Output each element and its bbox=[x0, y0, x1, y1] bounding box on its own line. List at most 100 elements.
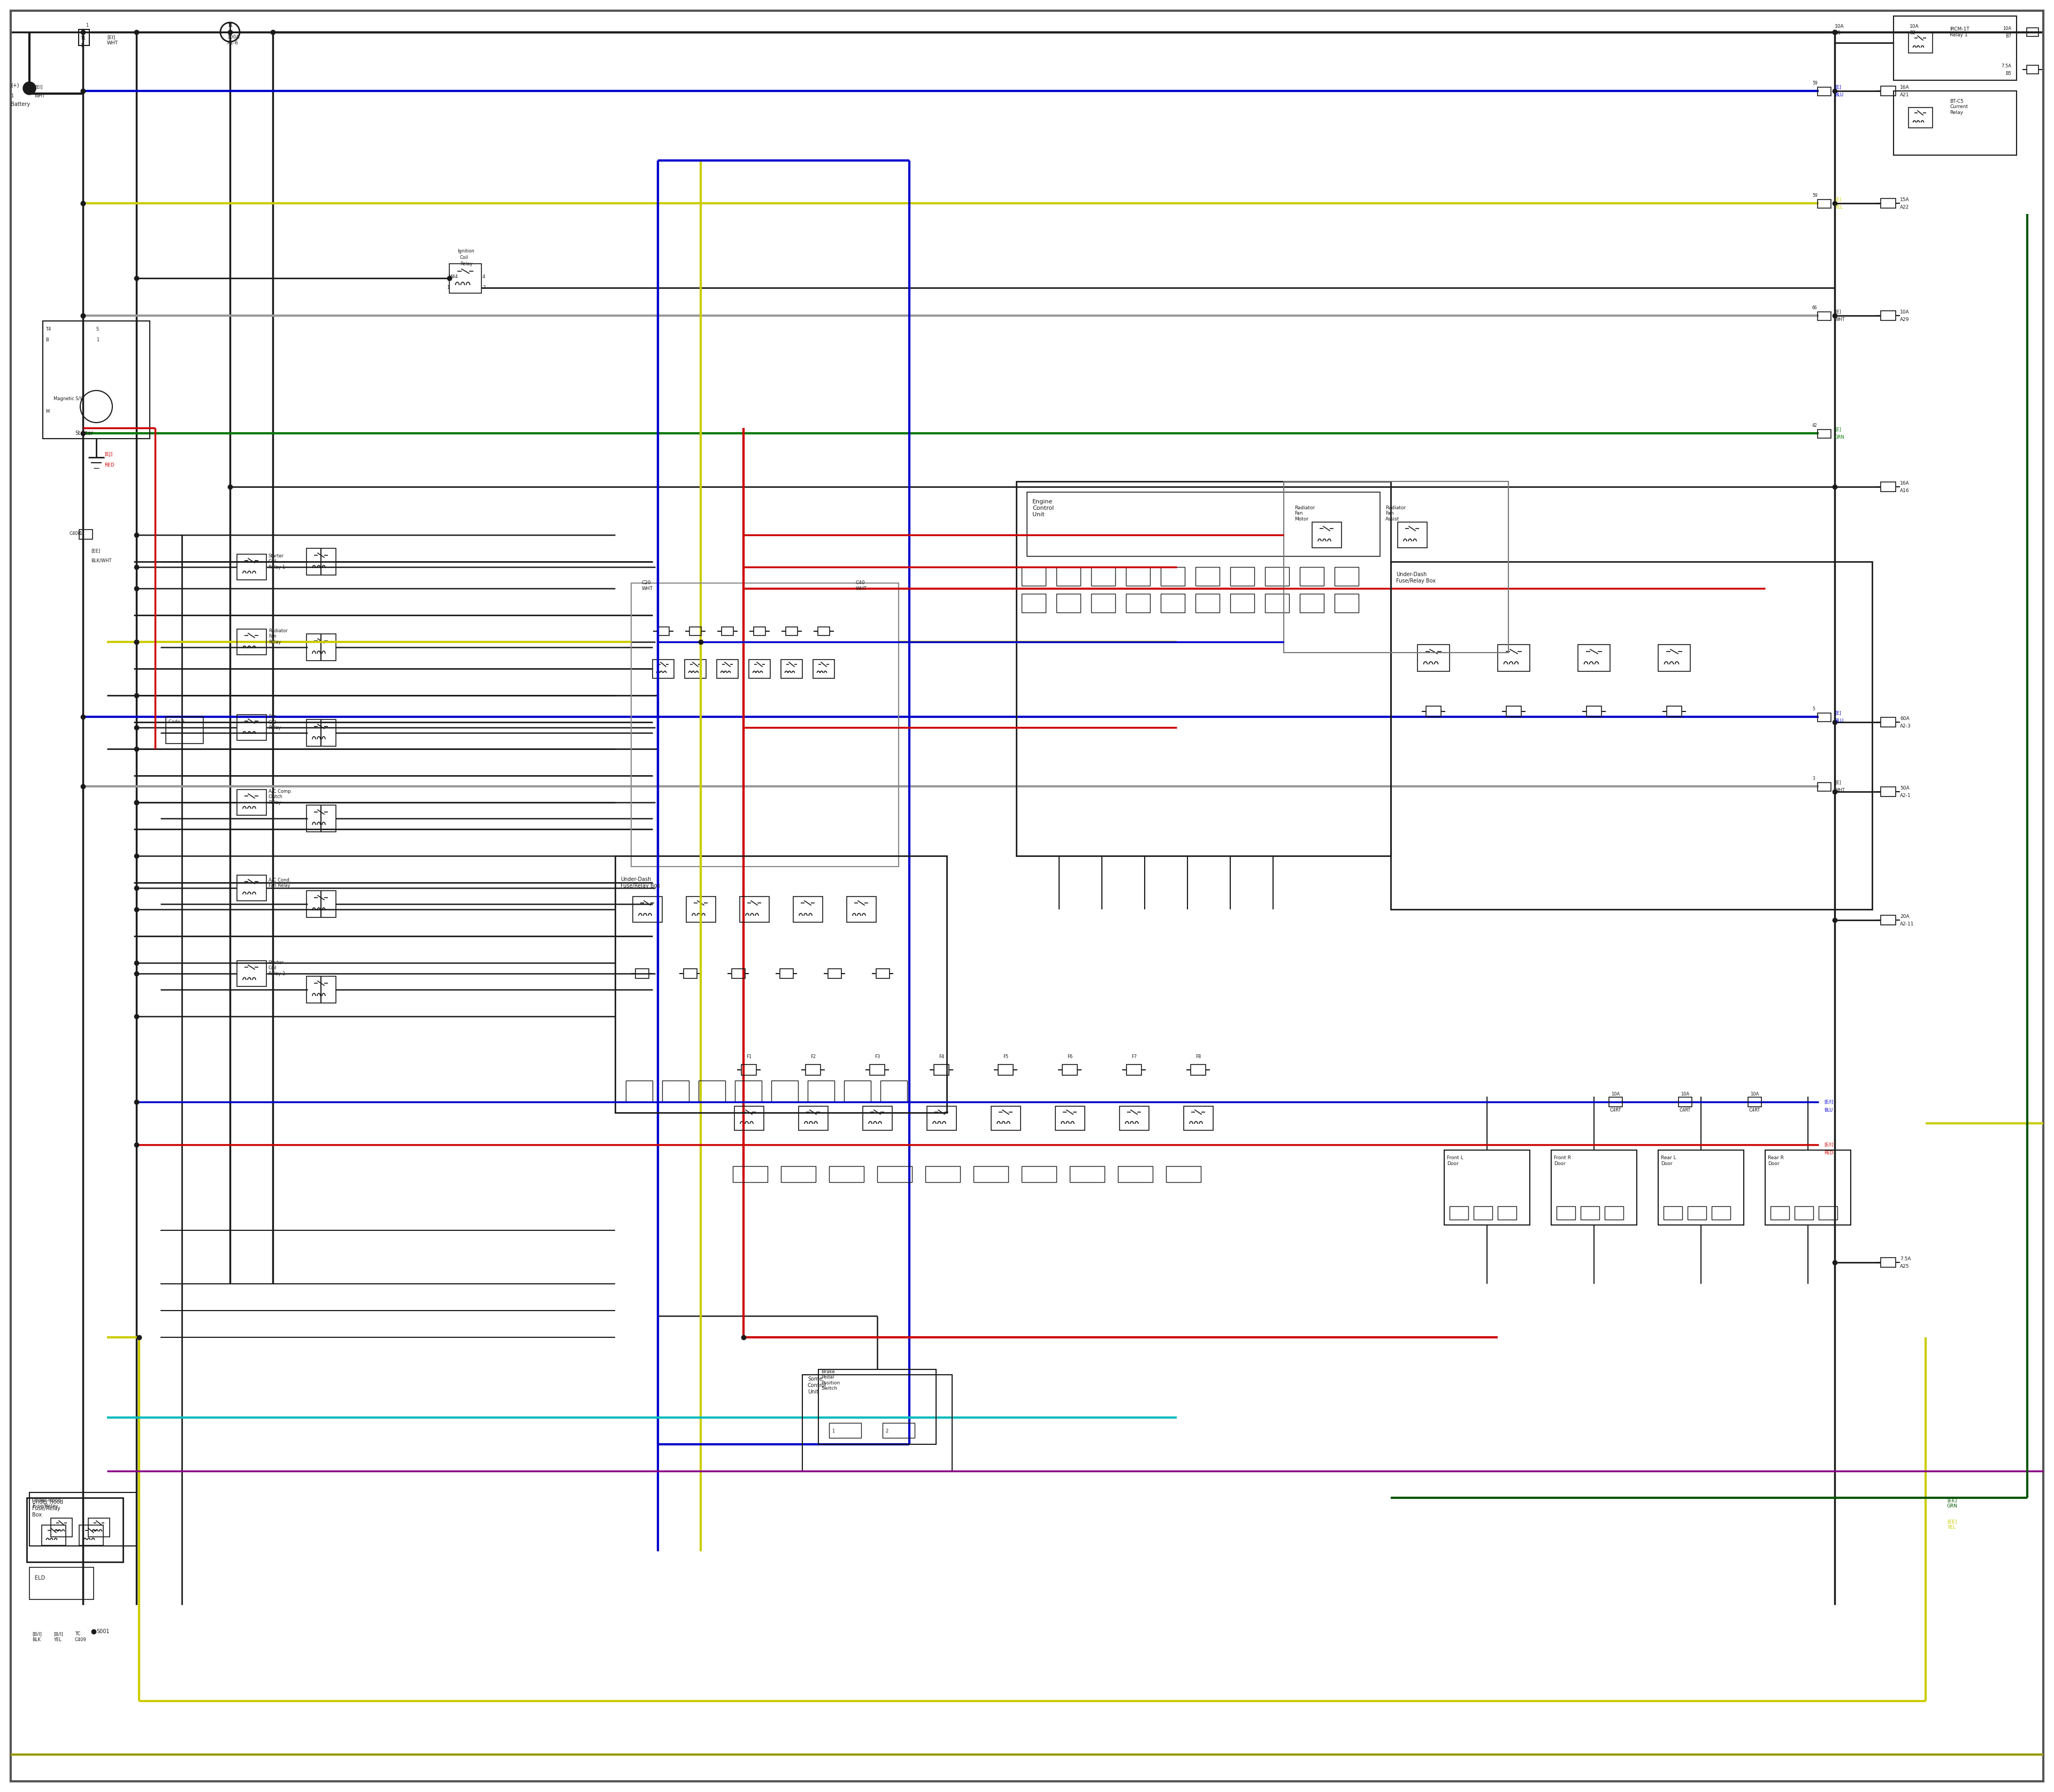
Text: [E]: [E] bbox=[1834, 780, 1840, 785]
Text: 10A: 10A bbox=[1680, 1091, 1688, 1097]
Text: Front R
Door: Front R Door bbox=[1555, 1156, 1571, 1167]
Text: GRN: GRN bbox=[1834, 435, 1844, 441]
Text: TC
C409: TC C409 bbox=[74, 1633, 86, 1641]
Bar bbox=[27, 1498, 123, 1563]
Bar bbox=[830, 1167, 865, 1183]
Text: [E]: [E] bbox=[1834, 426, 1840, 432]
Bar bbox=[686, 896, 715, 923]
Text: [E/I]: [E/I] bbox=[1824, 1100, 1834, 1104]
Bar bbox=[1265, 566, 1290, 586]
Text: WHT: WHT bbox=[1834, 788, 1844, 794]
Bar bbox=[1300, 566, 1325, 586]
Bar bbox=[1335, 566, 1358, 586]
Bar bbox=[306, 891, 337, 918]
Text: Ignition: Ignition bbox=[458, 249, 474, 254]
Bar bbox=[1881, 717, 1896, 728]
Bar bbox=[1021, 1167, 1056, 1183]
Bar bbox=[1818, 713, 1830, 722]
Text: YEL: YEL bbox=[1834, 204, 1842, 210]
Bar bbox=[1506, 706, 1522, 717]
Bar bbox=[1881, 482, 1896, 491]
Bar bbox=[1062, 1064, 1076, 1075]
Bar bbox=[781, 659, 803, 679]
Text: Front L
Door: Front L Door bbox=[1446, 1156, 1462, 1167]
Bar bbox=[1183, 1106, 1214, 1131]
Text: 2: 2 bbox=[483, 285, 485, 290]
Bar bbox=[793, 896, 824, 923]
Bar bbox=[1894, 16, 2017, 81]
Bar bbox=[236, 554, 267, 581]
Bar bbox=[1117, 1167, 1152, 1183]
Bar bbox=[1881, 916, 1896, 925]
Bar bbox=[1335, 593, 1358, 613]
Bar bbox=[1678, 1097, 1692, 1107]
Text: A21: A21 bbox=[1900, 91, 1910, 97]
Text: Code B: Code B bbox=[168, 720, 185, 724]
Bar bbox=[78, 29, 88, 45]
Bar bbox=[306, 548, 337, 575]
Text: 16A: 16A bbox=[1900, 84, 1910, 90]
Text: [EI]
WHT: [EI] WHT bbox=[107, 34, 119, 45]
Bar bbox=[29, 1493, 136, 1546]
Text: S001: S001 bbox=[97, 1629, 109, 1634]
Text: RED: RED bbox=[1824, 1150, 1834, 1156]
Text: [EE]: [EE] bbox=[90, 548, 101, 554]
Bar bbox=[1126, 593, 1150, 613]
Text: B5: B5 bbox=[2005, 72, 2011, 75]
Bar bbox=[1551, 1150, 1637, 1226]
Bar bbox=[236, 715, 267, 740]
Bar bbox=[1497, 645, 1530, 672]
Bar bbox=[306, 719, 337, 745]
Bar bbox=[1604, 1206, 1623, 1220]
Text: Some
Control
Unit: Some Control Unit bbox=[807, 1376, 826, 1394]
Bar bbox=[1688, 1206, 1707, 1220]
Text: 16A: 16A bbox=[1900, 480, 1910, 486]
Text: 100A
A1-6: 100A A1-6 bbox=[228, 34, 240, 45]
Bar bbox=[684, 659, 707, 679]
Text: 3: 3 bbox=[446, 276, 450, 281]
Text: C408: C408 bbox=[70, 532, 82, 536]
Bar bbox=[614, 857, 947, 1113]
Bar bbox=[41, 1525, 66, 1545]
Text: 10A: 10A bbox=[1834, 25, 1844, 29]
Bar bbox=[817, 627, 830, 636]
Bar bbox=[1070, 1167, 1105, 1183]
Text: IRCM-1T
Relay 1: IRCM-1T Relay 1 bbox=[1949, 27, 1970, 38]
Text: Rear R
Door: Rear R Door bbox=[1768, 1156, 1783, 1167]
Bar bbox=[1771, 1206, 1789, 1220]
Bar bbox=[998, 1064, 1013, 1075]
Bar bbox=[1191, 1064, 1206, 1075]
Text: 1: 1 bbox=[97, 337, 99, 342]
Bar bbox=[166, 717, 203, 744]
Bar bbox=[807, 1081, 834, 1102]
Text: Radiator
Fan
Motor: Radiator Fan Motor bbox=[1294, 505, 1315, 521]
Bar bbox=[626, 1081, 653, 1102]
Bar bbox=[306, 634, 337, 661]
Text: F6: F6 bbox=[1066, 1054, 1072, 1059]
Text: A29: A29 bbox=[1900, 317, 1910, 323]
Text: 59: 59 bbox=[1812, 194, 1818, 197]
Text: F7: F7 bbox=[1132, 1054, 1136, 1059]
Bar bbox=[1167, 1167, 1202, 1183]
Bar bbox=[935, 1064, 949, 1075]
Bar bbox=[306, 977, 337, 1004]
Text: 66: 66 bbox=[1812, 305, 1818, 310]
Bar bbox=[1265, 593, 1290, 613]
Bar bbox=[717, 659, 737, 679]
Bar bbox=[844, 1081, 871, 1102]
Bar bbox=[635, 969, 649, 978]
Bar bbox=[1881, 310, 1896, 321]
Text: Coil: Coil bbox=[460, 256, 468, 260]
Text: B: B bbox=[45, 337, 49, 342]
Bar bbox=[657, 627, 670, 636]
Bar bbox=[80, 530, 92, 539]
Bar bbox=[1586, 706, 1602, 717]
Text: 1: 1 bbox=[10, 93, 14, 99]
Text: A25: A25 bbox=[1900, 1263, 1910, 1269]
Bar bbox=[1557, 1206, 1575, 1220]
Text: B2: B2 bbox=[1910, 30, 1916, 36]
Bar bbox=[1397, 521, 1428, 548]
Bar bbox=[772, 1081, 799, 1102]
Text: [EJ]: [EJ] bbox=[105, 452, 113, 457]
Text: [B/I]
BLK: [B/I] BLK bbox=[33, 1633, 41, 1641]
